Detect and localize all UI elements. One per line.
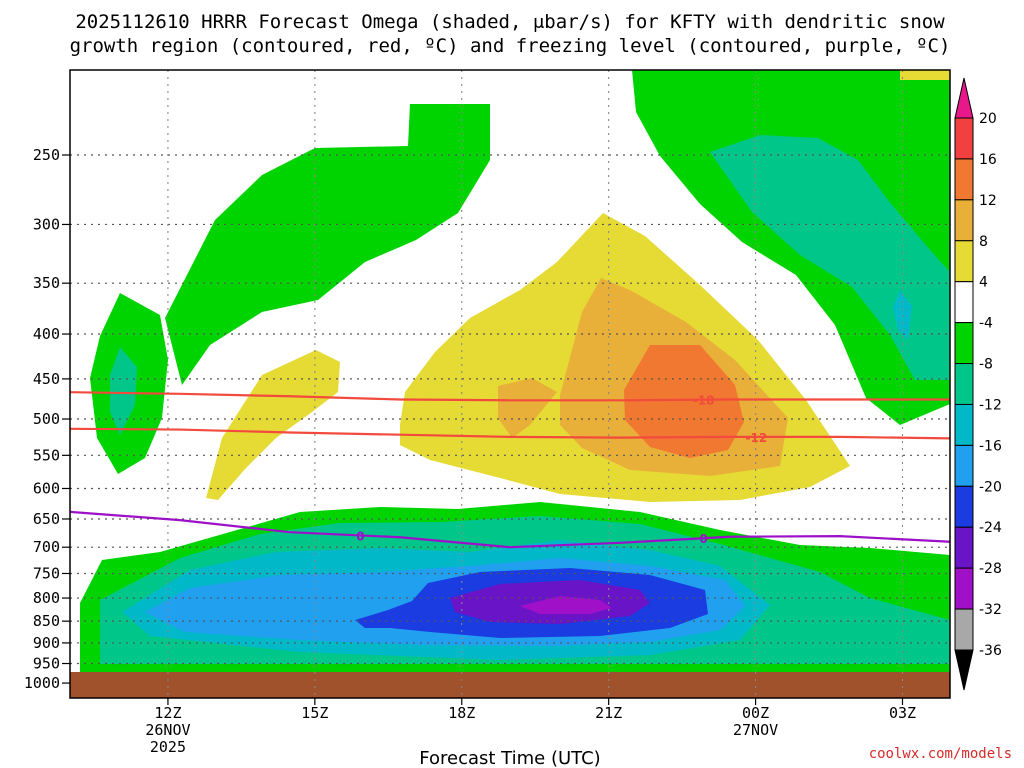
colorbar-segment: [954, 281, 974, 324]
omega-region-yellow-left: [206, 350, 340, 500]
colorbar-label: 16: [979, 152, 997, 168]
colorbar-label: -20: [979, 479, 1002, 495]
colorbar-label: -32: [979, 602, 1002, 618]
y-tick-label: 450: [33, 370, 60, 388]
plot-area: -18 -12 0 0: [69, 69, 951, 699]
plot-frame: [69, 69, 951, 699]
y-tick-label: 800: [33, 589, 60, 607]
colorbar-segment: [954, 240, 974, 283]
colorbar-segment: [954, 322, 974, 365]
contour-label-dgz_minus18: -18: [693, 394, 715, 408]
colorbar-segment: [954, 117, 974, 160]
colorbar-label: -8: [979, 357, 993, 373]
colorbar-label: -4: [979, 316, 993, 332]
colorbar-segment: [954, 199, 974, 242]
colorbar-label: 12: [979, 193, 997, 209]
contour-line-dgz_minus18: [69, 391, 950, 402]
colorbar-segment: [954, 608, 974, 651]
omega-region-orange: [624, 345, 744, 458]
chart-title-line1: 2025112610 HRRR Forecast Omega (shaded, …: [75, 11, 945, 33]
colorbar-label: -36: [979, 643, 1002, 659]
x-tick-label: 18Z: [448, 704, 475, 722]
colorbar-segment: [954, 485, 974, 528]
y-tick-label: 950: [33, 655, 60, 673]
colorbar-segment: [954, 158, 974, 201]
y-axis-pressure: 250 300 350 400 450 500 550 600 650 700 750 800 850 9…: [24, 146, 70, 692]
y-tick-label: 1000: [24, 674, 60, 692]
colorbar-label: 20: [979, 111, 997, 127]
colorbar-label: -16: [979, 438, 1002, 454]
colorbar-segment: [954, 403, 974, 446]
contour-label-freezing_0: 0: [699, 532, 707, 546]
x-axis-label: Forecast Time (UTC): [419, 748, 600, 768]
colorbar-segment: [954, 567, 974, 610]
omega-region-top-yellow: [900, 70, 950, 80]
chart-title-line2: growth region (contoured, red, ºC) and f…: [70, 35, 951, 57]
site-credit[interactable]: coolwx.com/models: [869, 746, 1012, 762]
colorbar-segment: [954, 526, 974, 569]
x-tick-year: 2025: [150, 738, 186, 756]
contour-label-dgz_minus12: -12: [746, 431, 768, 445]
y-tick-label: 650: [33, 510, 60, 528]
contour-line-dgz_minus12: [69, 427, 951, 440]
colorbar: 20 16 12 8 4 -4 -8 -12 -16 -20 -24 -28 -32 -36: [954, 77, 1002, 691]
contour-label-freezing_0: 0: [356, 529, 364, 543]
y-tick-label: 850: [33, 612, 60, 630]
colorbar-bottom-triangle: [954, 649, 974, 691]
y-tick-label: 500: [33, 410, 60, 428]
omega-region-amber-small: [498, 378, 557, 438]
omega-region-left-teal: [110, 347, 137, 435]
y-tick-label: 400: [33, 325, 60, 343]
y-tick-label: 250: [33, 146, 60, 164]
y-tick-label: 300: [33, 215, 60, 233]
x-tick-label: 03Z: [889, 704, 916, 722]
omega-region-upper-right-green: [632, 70, 950, 425]
contour-line-freezing_0: [69, 510, 951, 549]
omega-region-upper-right-teal: [710, 135, 950, 380]
colorbar-label: -24: [979, 520, 1002, 536]
colorbar-top-triangle: [954, 77, 974, 119]
x-tick-date: 27NOV: [733, 721, 778, 739]
colorbar-label: 4: [979, 275, 988, 291]
y-tick-label: 350: [33, 274, 60, 292]
x-tick-date: 26NOV: [145, 721, 190, 739]
y-tick-label: 700: [33, 538, 60, 556]
contour-lines: -18 -12 0 0: [69, 391, 951, 549]
x-tick-label: 12Z: [154, 704, 181, 722]
y-tick-label: 900: [33, 634, 60, 652]
y-tick-label: 550: [33, 446, 60, 464]
x-tick-label: 00Z: [742, 704, 769, 722]
omega-region-lower-magenta: [520, 596, 612, 614]
x-tick-label: 21Z: [595, 704, 622, 722]
y-tick-label: 750: [33, 564, 60, 582]
ground-below-surface: [70, 672, 950, 698]
x-tick-label: 15Z: [301, 704, 328, 722]
colorbar-label: -28: [979, 561, 1002, 577]
colorbar-segment: [954, 363, 974, 405]
y-tick-label: 600: [33, 479, 60, 497]
colorbar-label: -12: [979, 397, 1002, 413]
colorbar-label: 8: [979, 234, 988, 250]
colorbar-segment: [954, 444, 974, 487]
omega-region-upper-green: [165, 104, 490, 385]
